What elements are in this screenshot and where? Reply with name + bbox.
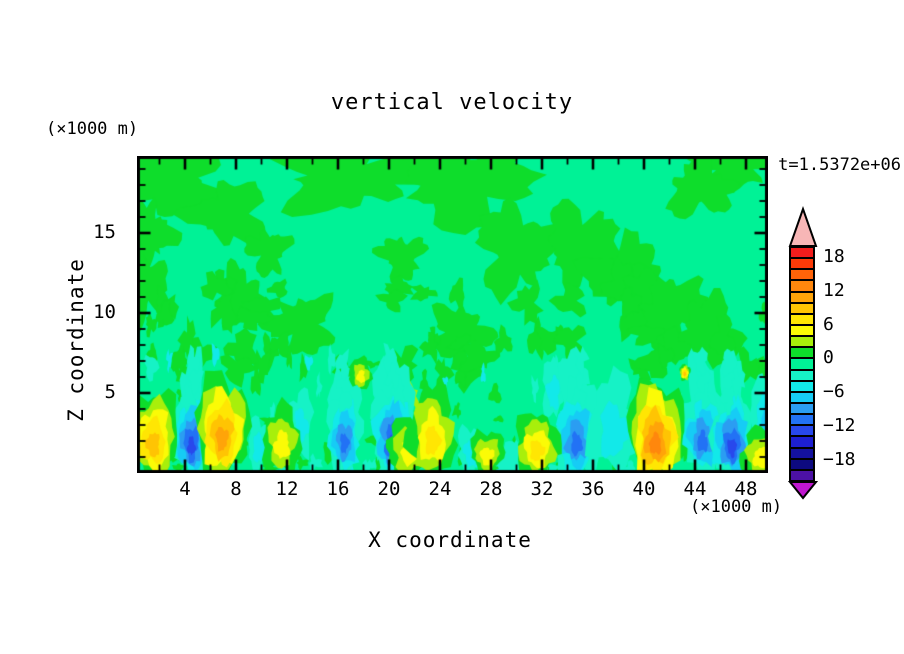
colorbar-cell	[791, 448, 813, 460]
colorbar-cell	[791, 392, 813, 404]
colorbar-cell	[791, 437, 813, 449]
x-axis-title: X coordinate	[368, 528, 532, 552]
colorbar-cell	[791, 248, 813, 260]
y-tick-label: 10	[93, 301, 116, 323]
x-axis-unit-label: (×1000 m)	[690, 497, 783, 517]
colorbar-cell	[791, 381, 813, 393]
colorbar-cell	[791, 459, 813, 471]
x-tick-label: 48	[734, 478, 758, 500]
colorbar-cell	[791, 325, 813, 338]
x-tick-label: 8	[230, 478, 242, 500]
y-tick-label: 5	[104, 381, 116, 403]
colorbar-tick-label: −18	[823, 448, 856, 470]
colorbar-cell	[791, 314, 813, 326]
chart-title: vertical velocity	[330, 90, 574, 115]
colorbar-cell	[791, 281, 813, 293]
time-label: t=1.5372e+06	[778, 155, 901, 175]
colorbar-under-arrow-icon	[787, 481, 819, 500]
y-tick-label: 15	[93, 221, 116, 243]
colorbar-cell	[791, 337, 813, 349]
x-tick-label: 16	[326, 478, 350, 500]
x-tick-label: 4	[179, 478, 191, 500]
x-tick-label: 28	[479, 478, 503, 500]
colorbar-tick-label: −6	[823, 381, 845, 403]
y-axis-unit-label: (×1000 m)	[46, 119, 139, 139]
x-tick-label: 40	[632, 478, 656, 500]
colorbar-cell	[791, 348, 813, 360]
colorbar-cell	[791, 403, 813, 416]
x-tick-label: 20	[377, 478, 401, 500]
colorbar	[789, 246, 815, 482]
x-tick-label: 36	[581, 478, 605, 500]
colorbar-tick-label: 18	[823, 246, 845, 268]
colorbar-cell	[791, 270, 813, 282]
colorbar-arrows	[787, 205, 819, 500]
colorbar-cell	[791, 292, 813, 304]
x-tick-label: 24	[428, 478, 452, 500]
colorbar-tick-label: −12	[823, 414, 856, 436]
colorbar-tick-label: 12	[823, 279, 845, 301]
colorbar-over-arrow-icon	[788, 205, 818, 247]
colorbar-cell	[791, 470, 813, 480]
x-tick-label: 32	[530, 478, 554, 500]
colorbar-cell	[791, 415, 813, 427]
y-axis-title: Z coordinate	[64, 258, 88, 422]
x-tick-label: 44	[683, 478, 707, 500]
colorbar-cell	[791, 303, 813, 315]
colorbar-cell	[791, 426, 813, 438]
colorbar-tick-label: 0	[823, 347, 834, 369]
colorbar-cell	[791, 359, 813, 371]
x-tick-label: 12	[275, 478, 299, 500]
colorbar-cell	[791, 259, 813, 271]
contour-field-canvas	[137, 156, 768, 473]
colorbar-tick-label: 6	[823, 313, 834, 335]
colorbar-cell	[791, 370, 813, 382]
plot-area	[137, 156, 768, 473]
